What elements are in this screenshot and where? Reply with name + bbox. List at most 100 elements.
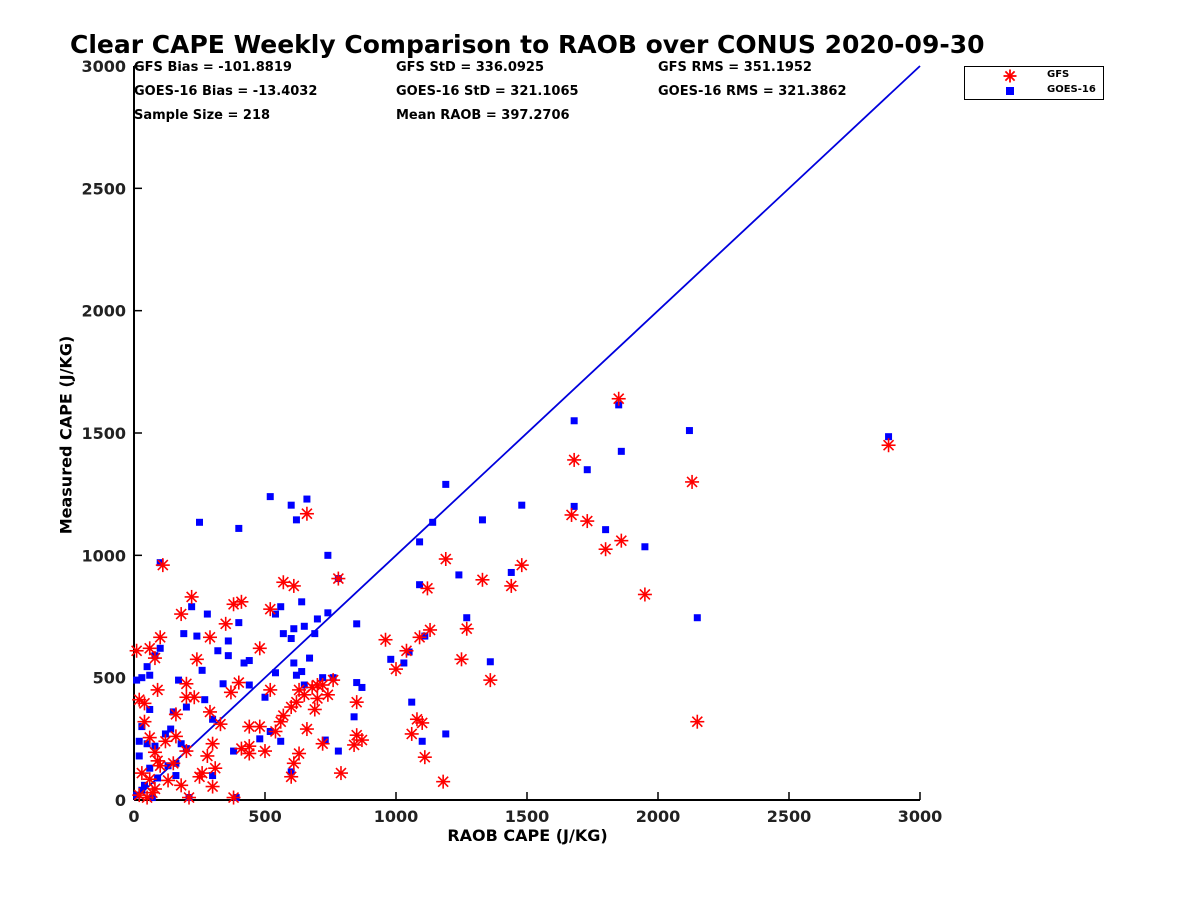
goes-point — [486, 658, 494, 666]
gfs-point — [284, 769, 299, 784]
goes-point — [303, 495, 311, 503]
goes-point — [235, 619, 243, 627]
x-tick-label: 2000 — [636, 807, 681, 826]
gfs-point — [158, 734, 173, 749]
gfs-point — [218, 616, 233, 631]
goes-point — [138, 786, 146, 794]
x-tick-label: 0 — [128, 807, 139, 826]
goes-point — [224, 652, 232, 660]
goes-point — [209, 772, 217, 780]
gfs-point — [292, 746, 307, 761]
gfs-point — [504, 578, 519, 593]
goes-point — [400, 659, 408, 667]
goes-point — [311, 630, 319, 638]
gfs-point — [637, 587, 652, 602]
goes-point — [271, 669, 279, 677]
goes-point — [196, 518, 203, 526]
goes-point — [324, 551, 332, 559]
gfs-point — [195, 766, 210, 781]
goes-point — [478, 516, 486, 524]
gfs-point — [153, 758, 168, 773]
gfs-point — [611, 391, 626, 406]
gfs-point — [436, 774, 451, 789]
gfs-point — [205, 736, 220, 751]
gfs-point — [234, 594, 249, 609]
gfs-point — [142, 730, 157, 745]
goes-point — [334, 747, 342, 755]
x-tick-label: 1000 — [374, 807, 419, 826]
goes-point — [292, 671, 300, 679]
square-icon — [1006, 87, 1014, 95]
goes-point — [358, 683, 366, 691]
gfs-point — [690, 714, 705, 729]
gfs-point — [273, 714, 288, 729]
gfs-point — [200, 748, 215, 763]
legend-label-gfs: GFS — [1047, 69, 1070, 80]
gfs-point — [614, 533, 629, 548]
goes-point — [271, 610, 279, 618]
legend-label-goes: GOES-16 — [1047, 84, 1096, 95]
gfs-point — [205, 779, 220, 794]
goes-point — [203, 610, 211, 618]
gfs-point — [174, 778, 189, 793]
goes-point — [235, 524, 243, 532]
goes-point — [209, 715, 217, 723]
goes-point — [298, 668, 306, 676]
goes-point — [290, 659, 298, 667]
gfs-point — [213, 717, 228, 732]
gfs-point — [320, 687, 335, 702]
goes-point — [287, 501, 295, 509]
goes-point — [256, 735, 264, 743]
goes-point — [693, 614, 701, 622]
gfs-point — [305, 680, 320, 695]
goes-point — [418, 737, 426, 745]
x-tick-label: 500 — [248, 807, 281, 826]
gfs-point — [598, 542, 613, 557]
goes-point — [133, 676, 141, 684]
goes-point — [214, 647, 222, 655]
gfs-point — [147, 651, 162, 666]
gfs-point — [564, 507, 579, 522]
goes-point — [507, 568, 515, 576]
gfs-point — [299, 506, 314, 521]
gfs-point — [347, 737, 362, 752]
gfs-point — [417, 750, 432, 765]
gfs-point — [153, 630, 168, 645]
goes-point — [219, 680, 227, 688]
goes-point — [146, 671, 154, 679]
gfs-point — [286, 578, 301, 593]
goes-point — [193, 632, 201, 640]
goes-point — [570, 502, 578, 510]
goes-point — [177, 740, 185, 748]
goes-point — [156, 644, 164, 652]
gfs-point — [514, 558, 529, 573]
goes-point — [602, 526, 610, 534]
x-tick-label: 1500 — [505, 807, 550, 826]
gfs-point — [276, 575, 291, 590]
y-tick-label: 1500 — [81, 424, 126, 443]
goes-point — [324, 609, 332, 617]
goes-point — [429, 518, 437, 526]
goes-point — [353, 620, 361, 628]
gfs-point — [349, 728, 364, 743]
goes-point — [198, 666, 206, 674]
gfs-point — [134, 766, 149, 781]
gfs-point — [179, 744, 194, 759]
gfs-point — [184, 589, 199, 604]
gfs-point — [399, 643, 414, 658]
goes-point — [279, 630, 287, 638]
gfs-point — [168, 729, 183, 744]
goes-point — [583, 466, 591, 474]
gfs-point — [415, 715, 430, 730]
goes-point — [138, 723, 146, 731]
gfs-point — [438, 552, 453, 567]
goes-point — [230, 747, 238, 755]
goes-point — [182, 703, 190, 711]
goes-point — [416, 581, 424, 589]
one-to-one-line — [133, 65, 921, 801]
goes-point — [408, 698, 416, 706]
goes-point — [146, 764, 154, 772]
goes-point — [161, 730, 169, 738]
gfs-point — [404, 726, 419, 741]
